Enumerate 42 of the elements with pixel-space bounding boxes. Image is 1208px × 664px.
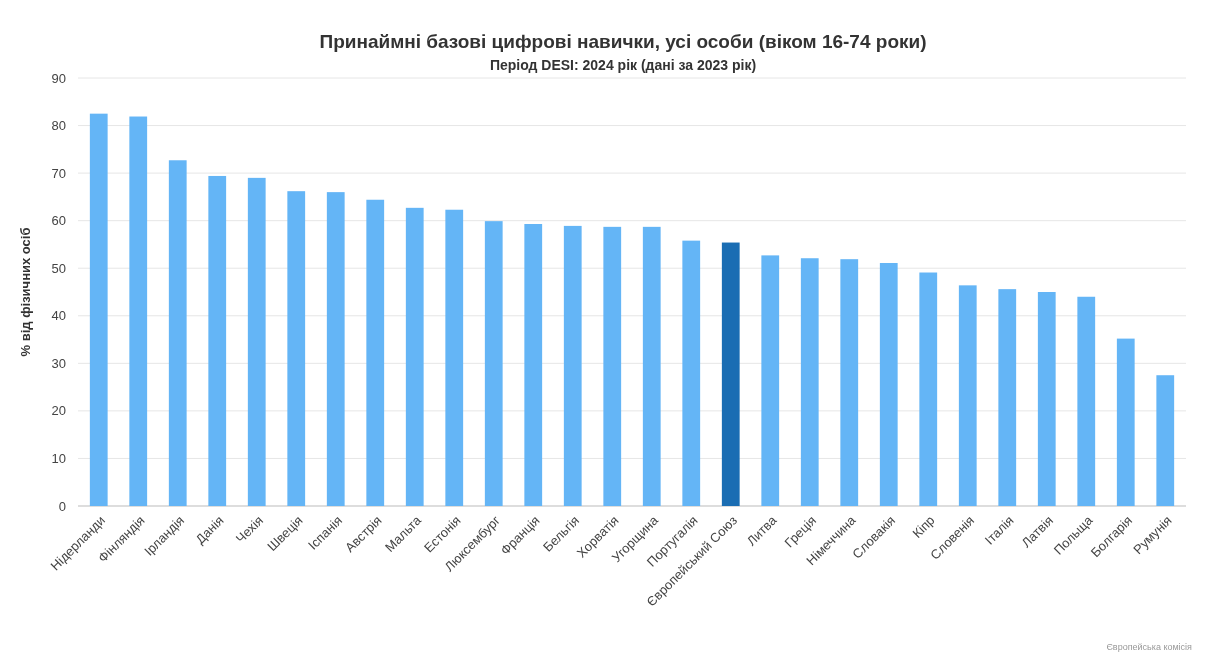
- bar: [682, 240, 701, 506]
- bar: [879, 262, 898, 506]
- bar: [326, 192, 345, 506]
- bar: [642, 226, 661, 506]
- bar: [445, 209, 464, 506]
- bar: [287, 191, 306, 506]
- y-tick-label: 40: [51, 308, 66, 324]
- bar: [603, 226, 622, 506]
- y-tick-label: 0: [58, 498, 66, 514]
- bar: [366, 199, 385, 506]
- bar: [524, 224, 543, 506]
- bar: [1037, 292, 1056, 506]
- bar: [89, 113, 108, 506]
- bar: [129, 116, 148, 506]
- bar: [761, 255, 780, 506]
- chart-subtitle: Період DESI: 2024 рік (дані за 2023 рік): [489, 57, 757, 73]
- bar: [208, 175, 227, 506]
- y-tick-label: 70: [51, 165, 66, 181]
- bar: [721, 242, 740, 506]
- bar: [484, 221, 503, 506]
- bar: [405, 207, 424, 506]
- chart-title: Принаймні базові цифрові навички, усі особи (віком 16-74 роки): [319, 31, 927, 52]
- y-tick-label: 80: [51, 118, 66, 134]
- bar: [1116, 338, 1135, 506]
- bar: [998, 289, 1017, 506]
- bar: [840, 259, 859, 506]
- bar: [1156, 375, 1175, 506]
- y-tick-label: 60: [51, 213, 66, 229]
- bar: [563, 225, 582, 506]
- bar: [1077, 296, 1096, 506]
- bar: [247, 177, 266, 506]
- y-tick-label: 90: [51, 70, 66, 86]
- bar: [958, 285, 977, 506]
- bar: [168, 160, 187, 506]
- y-tick-label: 10: [51, 450, 66, 466]
- bar: [800, 258, 819, 506]
- y-tick-label: 50: [51, 260, 66, 276]
- text: Європейська комісія: [1106, 642, 1193, 652]
- bar: [919, 272, 938, 506]
- y-tick-label: 30: [51, 355, 66, 371]
- y-tick-label: 20: [51, 403, 66, 419]
- y-axis-title: % від фізичних осіб: [18, 227, 33, 357]
